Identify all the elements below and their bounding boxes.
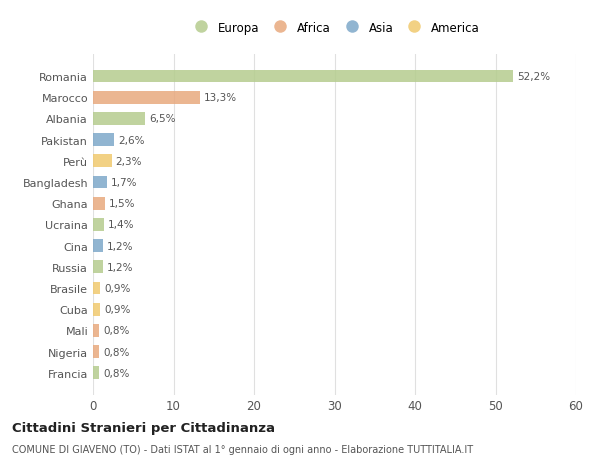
Bar xyxy=(93,155,112,168)
Bar xyxy=(93,197,105,210)
Bar xyxy=(93,71,513,83)
Text: 0,9%: 0,9% xyxy=(104,283,131,293)
Text: 1,4%: 1,4% xyxy=(108,220,135,230)
Bar xyxy=(93,261,103,274)
Text: COMUNE DI GIAVENO (TO) - Dati ISTAT al 1° gennaio di ogni anno - Elaborazione TU: COMUNE DI GIAVENO (TO) - Dati ISTAT al 1… xyxy=(12,444,473,454)
Text: 2,6%: 2,6% xyxy=(118,135,145,146)
Text: 1,7%: 1,7% xyxy=(111,178,137,188)
Text: 1,5%: 1,5% xyxy=(109,199,136,209)
Text: 0,8%: 0,8% xyxy=(103,347,130,357)
Bar xyxy=(93,240,103,252)
Bar xyxy=(93,346,100,358)
Text: 1,2%: 1,2% xyxy=(107,262,133,272)
Bar xyxy=(93,92,200,104)
Text: 13,3%: 13,3% xyxy=(204,93,237,103)
Text: 52,2%: 52,2% xyxy=(517,72,550,82)
Text: 0,9%: 0,9% xyxy=(104,304,131,314)
Bar xyxy=(93,282,100,295)
Bar xyxy=(93,325,100,337)
Text: 0,8%: 0,8% xyxy=(103,326,130,336)
Bar xyxy=(93,218,104,231)
Bar xyxy=(93,134,114,147)
Text: 6,5%: 6,5% xyxy=(149,114,176,124)
Text: Cittadini Stranieri per Cittadinanza: Cittadini Stranieri per Cittadinanza xyxy=(12,421,275,434)
Legend: Europa, Africa, Asia, America: Europa, Africa, Asia, America xyxy=(185,17,484,39)
Bar xyxy=(93,303,100,316)
Text: 0,8%: 0,8% xyxy=(103,368,130,378)
Text: 1,2%: 1,2% xyxy=(107,241,133,251)
Bar xyxy=(93,367,100,379)
Bar xyxy=(93,176,107,189)
Bar xyxy=(93,113,145,125)
Text: 2,3%: 2,3% xyxy=(116,157,142,167)
